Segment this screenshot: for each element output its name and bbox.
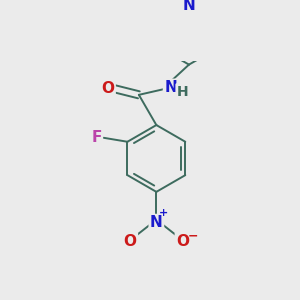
- Text: O: O: [101, 81, 114, 96]
- Text: N: N: [164, 80, 177, 95]
- Text: O: O: [176, 234, 189, 249]
- Text: +: +: [159, 208, 168, 218]
- Text: O: O: [124, 234, 136, 249]
- Text: H: H: [177, 85, 188, 99]
- Text: F: F: [91, 130, 102, 145]
- Text: N: N: [183, 0, 195, 13]
- Text: −: −: [188, 229, 198, 242]
- Text: N: N: [150, 215, 163, 230]
